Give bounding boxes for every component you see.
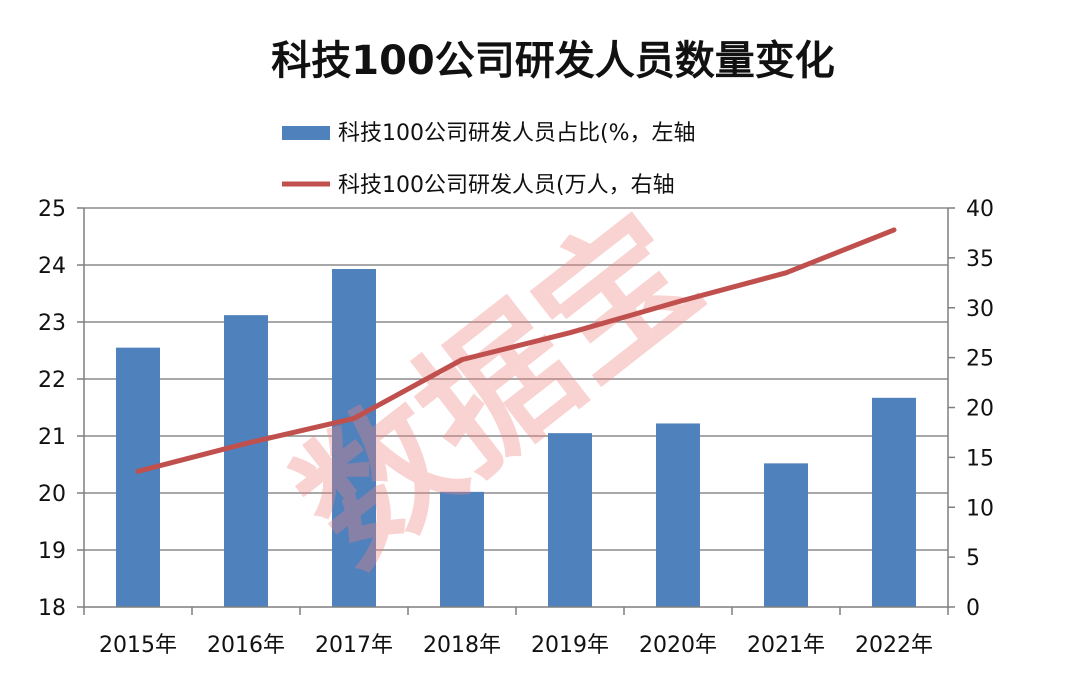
bar-2019年 (548, 433, 592, 607)
x-tick-label: 2019年 (531, 633, 609, 658)
y-left-tick-label: 21 (38, 425, 66, 450)
y-right-tick-label: 25 (966, 347, 994, 372)
bar-2020年 (656, 423, 700, 607)
bar-2015年 (116, 348, 160, 607)
x-tick-label: 2016年 (207, 633, 285, 658)
y-left-tick-label: 19 (38, 539, 66, 564)
legend: 科技100公司研发人员占比(%，左轴 科技100公司研发人员(万人，右轴 (282, 121, 695, 198)
y-right-tick-label: 15 (966, 446, 994, 471)
x-tick-label: 2018年 (423, 633, 501, 658)
y-left-tick-label: 22 (38, 368, 66, 393)
legend-swatch-bar (282, 126, 330, 140)
bar-2021年 (764, 463, 808, 607)
chart-title: 科技100公司研发人员数量变化 (271, 38, 835, 84)
y-left-tick-label: 20 (38, 482, 66, 507)
y-right-tick-label: 0 (966, 596, 980, 621)
y-right-tick-label: 5 (966, 546, 980, 571)
y-right-tick-label: 40 (966, 197, 994, 222)
y-right-tick-label: 30 (966, 297, 994, 322)
y-right-tick-label: 20 (966, 397, 994, 422)
x-tick-label: 2017年 (315, 633, 393, 658)
y-left-tick-label: 24 (38, 254, 66, 279)
x-tick-label: 2021年 (747, 633, 825, 658)
y-left-tick-label: 18 (38, 596, 66, 621)
legend-label-bar: 科技100公司研发人员占比(%，左轴 (338, 121, 695, 146)
bar-2022年 (872, 398, 916, 607)
x-tick-label: 2015年 (99, 633, 177, 658)
y-left-tick-label: 23 (38, 311, 66, 336)
x-tick-label: 2022年 (855, 633, 933, 658)
bar-2016年 (224, 315, 268, 607)
y-right-tick-label: 10 (966, 496, 994, 521)
x-tick-label: 2020年 (639, 633, 717, 658)
y-left-tick-label: 25 (38, 197, 66, 222)
y-right-tick-label: 35 (966, 247, 994, 272)
